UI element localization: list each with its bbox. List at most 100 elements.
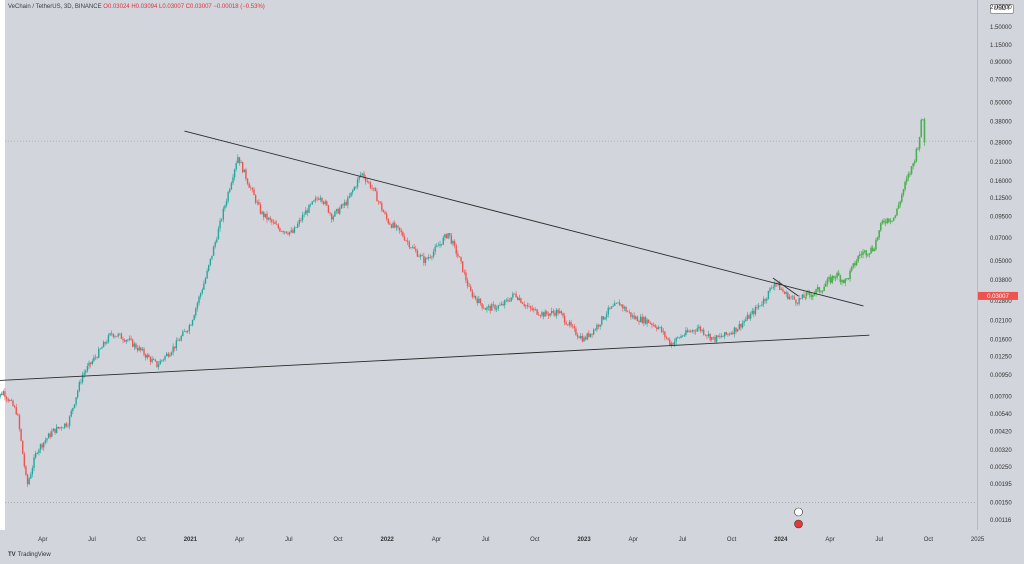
candle-body: [706, 335, 708, 337]
candle-body: [641, 316, 643, 323]
candle-body: [685, 330, 687, 336]
candle-body: [791, 296, 794, 298]
candle-body: [754, 307, 757, 315]
projection-body: [855, 261, 858, 266]
candle-body: [253, 189, 255, 196]
candle-body: [324, 201, 326, 204]
projection-body: [810, 294, 813, 297]
projection-body: [922, 119, 924, 121]
y-tick-label: 0.38000: [990, 119, 1012, 125]
candle-body: [461, 261, 464, 273]
candle-body: [544, 311, 546, 317]
candle-body: [722, 336, 724, 338]
candle-body: [630, 312, 632, 317]
candle-body: [368, 181, 370, 183]
projection-body: [870, 247, 872, 254]
tv-logo-icon: TV: [8, 552, 16, 558]
candle-body: [413, 246, 415, 249]
x-tick-label: Jul: [875, 537, 883, 543]
candle-body: [578, 336, 580, 339]
projection-body: [892, 217, 895, 221]
candle-body: [720, 335, 723, 337]
candle-body: [788, 296, 791, 299]
candle-body: [670, 343, 673, 346]
candle-body: [246, 178, 249, 184]
candle-body: [164, 355, 166, 360]
candle-body: [350, 192, 352, 197]
candle-body: [248, 183, 250, 188]
candle-body: [757, 305, 760, 308]
candle-body: [316, 198, 318, 200]
candle-body: [573, 326, 575, 329]
time-axis[interactable]: [0, 530, 1024, 564]
candle-body: [803, 294, 805, 298]
x-tick-label: Apr: [432, 537, 441, 543]
candle-body: [191, 319, 194, 326]
candle-body: [261, 211, 263, 214]
candle-body: [321, 197, 323, 202]
candle-body: [395, 225, 398, 228]
candle-body: [458, 256, 461, 258]
candle-body: [182, 331, 184, 336]
candle-body: [188, 325, 191, 331]
candle-body: [491, 304, 493, 311]
projection-body: [836, 272, 838, 278]
projection-body: [826, 279, 829, 284]
candle-body: [526, 305, 529, 307]
y-tick-label: 0.00116: [990, 518, 1012, 524]
candle-body: [774, 282, 776, 288]
candle-body: [305, 210, 307, 215]
y-tick-label: 0.50000: [990, 100, 1012, 106]
candle-body: [780, 289, 783, 291]
price-axis[interactable]: [977, 0, 1024, 530]
candle-body: [681, 335, 684, 337]
candle-body: [483, 307, 485, 309]
candle-body: [0, 393, 3, 396]
candle-body: [46, 438, 48, 441]
candle-body: [183, 331, 186, 332]
candle-body: [143, 349, 145, 355]
candle-body: [588, 333, 590, 337]
candle-body: [743, 321, 745, 323]
currency-button[interactable]: USDT: [989, 4, 1014, 14]
candle-body: [508, 301, 511, 302]
candle-body: [49, 433, 51, 437]
x-tick-label: Oct: [530, 537, 540, 543]
candle-body: [764, 299, 766, 301]
candle-body: [125, 339, 127, 342]
candle-body: [34, 452, 37, 458]
candle-body: [450, 235, 453, 244]
candle-body: [190, 325, 192, 326]
candle-body: [678, 337, 681, 339]
candle-body: [212, 246, 215, 256]
symbol-legend: VeChain / TetherUS, 3D, BINANCE O0.03024…: [8, 4, 265, 10]
candle-body: [64, 423, 66, 428]
candle-body: [715, 335, 718, 342]
x-tick-label: Oct: [333, 537, 343, 543]
candle-body: [525, 305, 527, 306]
candle-body: [538, 314, 540, 316]
price-tag-label: 0.03007: [987, 294, 1009, 300]
candle-body: [463, 272, 466, 273]
projection-body: [841, 279, 843, 283]
candle-body: [665, 336, 668, 339]
candle-body: [198, 296, 200, 304]
candle-body: [429, 257, 432, 258]
candle-body: [534, 309, 537, 310]
projection-body: [878, 230, 880, 238]
candle-body: [274, 222, 276, 224]
plot-area[interactable]: [5, 0, 977, 530]
candle-body: [594, 329, 597, 331]
x-tick-label: Oct: [137, 537, 147, 543]
candle-body: [208, 264, 210, 271]
candle-body: [2, 391, 5, 396]
candle-body: [502, 303, 504, 306]
candle-body: [693, 330, 695, 332]
candle-body: [479, 298, 482, 304]
projection-body: [824, 283, 827, 287]
candle-body: [15, 407, 17, 415]
candle-body: [149, 357, 152, 362]
candle-body: [741, 322, 744, 328]
candle-body: [387, 218, 389, 224]
candle-body: [132, 339, 134, 347]
